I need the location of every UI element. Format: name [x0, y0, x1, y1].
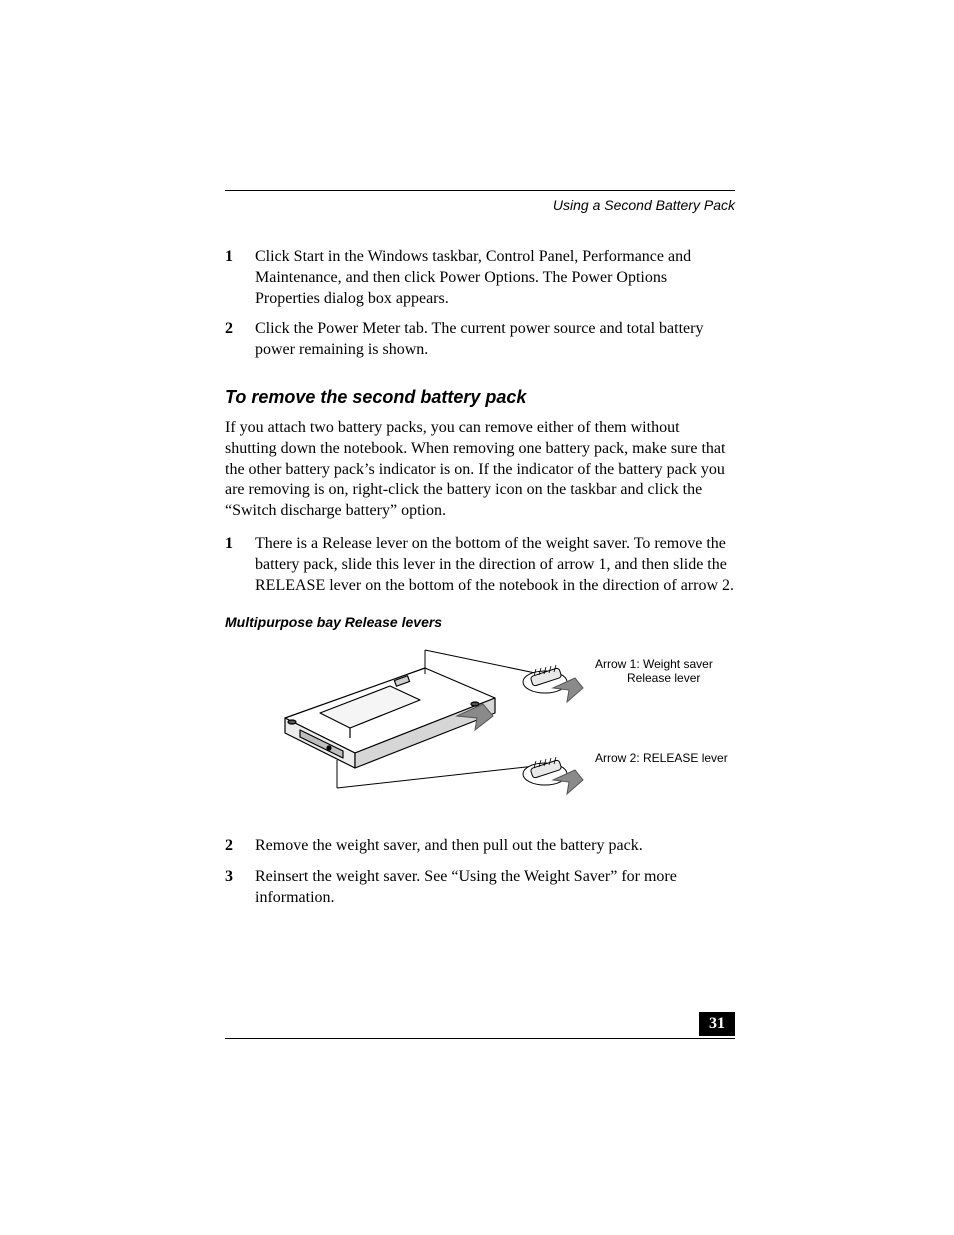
list-item: 3 Reinsert the weight saver. See “Using …: [225, 867, 735, 909]
list-item: 1 Click Start in the Windows taskbar, Co…: [225, 247, 735, 309]
step-number: 2: [225, 836, 255, 857]
page-content: Using a Second Battery Pack 1 Click Star…: [225, 190, 735, 919]
step-number: 1: [225, 534, 255, 596]
arrow-2-label: Arrow 2: RELEASE lever: [595, 751, 728, 765]
top-rule: [225, 190, 735, 191]
running-head: Using a Second Battery Pack: [225, 197, 735, 213]
bottom-rule: [225, 1038, 735, 1039]
intro-paragraph: If you attach two battery packs, you can…: [225, 418, 735, 522]
step-list-b1: 1 There is a Release lever on the bottom…: [225, 534, 735, 596]
page-number: 31: [699, 1012, 735, 1036]
figure-caption: Multipurpose bay Release levers: [225, 614, 735, 630]
step-text: Remove the weight saver, and then pull o…: [255, 836, 735, 857]
step-number: 1: [225, 247, 255, 309]
arrow-1-label-line1: Arrow 1: Weight saver: [595, 657, 713, 671]
list-item: 2 Remove the weight saver, and then pull…: [225, 836, 735, 857]
list-item: 1 There is a Release lever on the bottom…: [225, 534, 735, 596]
arrow-1-label-line2: Release lever: [627, 671, 700, 685]
step-list-b2: 2 Remove the weight saver, and then pull…: [225, 836, 735, 908]
step-text: Click the Power Meter tab. The current p…: [255, 319, 735, 361]
step-text: There is a Release lever on the bottom o…: [255, 534, 735, 596]
section-heading: To remove the second battery pack: [225, 387, 735, 408]
release-levers-figure: Arrow 1: Weight saver Release lever Arro…: [225, 638, 735, 818]
step-list-a: 1 Click Start in the Windows taskbar, Co…: [225, 247, 735, 361]
step-text: Click Start in the Windows taskbar, Cont…: [255, 247, 735, 309]
step-text: Reinsert the weight saver. See “Using th…: [255, 867, 735, 909]
laptop-diagram-svg: Arrow 1: Weight saver Release lever Arro…: [225, 638, 735, 818]
step-number: 2: [225, 319, 255, 361]
step-number: 3: [225, 867, 255, 909]
list-item: 2 Click the Power Meter tab. The current…: [225, 319, 735, 361]
